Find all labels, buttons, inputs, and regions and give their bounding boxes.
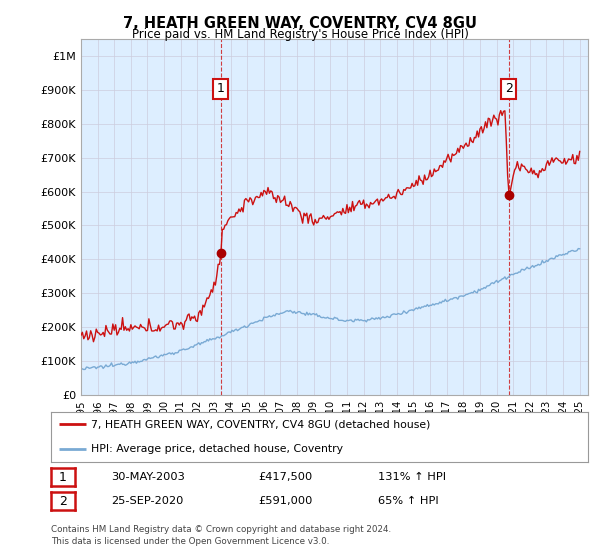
Text: 7, HEATH GREEN WAY, COVENTRY, CV4 8GU (detached house): 7, HEATH GREEN WAY, COVENTRY, CV4 8GU (d… (91, 419, 431, 429)
Text: 25-SEP-2020: 25-SEP-2020 (111, 496, 184, 506)
Text: 7, HEATH GREEN WAY, COVENTRY, CV4 8GU: 7, HEATH GREEN WAY, COVENTRY, CV4 8GU (123, 16, 477, 31)
Text: £591,000: £591,000 (258, 496, 313, 506)
Text: 65% ↑ HPI: 65% ↑ HPI (378, 496, 439, 506)
Text: 2: 2 (59, 494, 67, 508)
Text: 131% ↑ HPI: 131% ↑ HPI (378, 472, 446, 482)
Text: HPI: Average price, detached house, Coventry: HPI: Average price, detached house, Cove… (91, 445, 343, 454)
Text: Contains HM Land Registry data © Crown copyright and database right 2024.
This d: Contains HM Land Registry data © Crown c… (51, 525, 391, 546)
Text: 1: 1 (217, 82, 225, 96)
Text: Price paid vs. HM Land Registry's House Price Index (HPI): Price paid vs. HM Land Registry's House … (131, 28, 469, 41)
Text: 1: 1 (59, 470, 67, 484)
Text: 2: 2 (505, 82, 512, 96)
Text: 30-MAY-2003: 30-MAY-2003 (111, 472, 185, 482)
Text: £417,500: £417,500 (258, 472, 312, 482)
